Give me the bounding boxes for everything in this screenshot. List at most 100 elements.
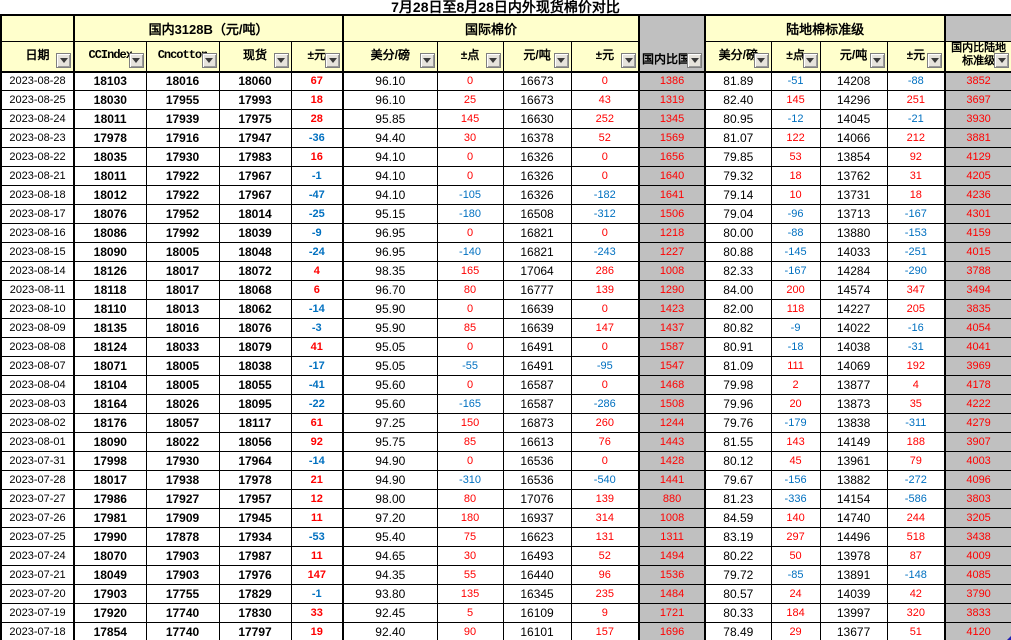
column-header-spot[interactable]: 现货 bbox=[218, 40, 292, 73]
cell-intl-chg[interactable]: 0 bbox=[570, 337, 641, 357]
cell-intl-cny[interactable]: 16821 bbox=[502, 223, 572, 243]
cell-cncotton[interactable]: 17903 bbox=[145, 565, 220, 585]
cell-spot-chg[interactable]: -22 bbox=[290, 394, 345, 414]
cell-upland-chg[interactable]: 42 bbox=[886, 584, 947, 604]
cell-intl-pts[interactable]: 25 bbox=[436, 90, 504, 110]
cell-intl-chg[interactable]: 0 bbox=[570, 166, 641, 186]
cell-upland-chg[interactable]: -31 bbox=[886, 337, 947, 357]
cell-date[interactable]: 2023-08-14 bbox=[0, 261, 75, 281]
cell-upland-cny[interactable]: 14296 bbox=[819, 90, 888, 110]
cell-ratio-intl[interactable]: 1494 bbox=[638, 546, 707, 566]
cell-intl-pts[interactable]: 30 bbox=[436, 128, 504, 148]
filter-dropdown-icon[interactable] bbox=[273, 52, 289, 68]
cell-ccindex[interactable]: 17986 bbox=[73, 489, 147, 509]
cell-intl-pts[interactable]: 75 bbox=[436, 527, 504, 547]
cell-intl-pts[interactable]: 0 bbox=[436, 375, 504, 395]
column-header-intl-pts[interactable]: ±点 bbox=[436, 40, 504, 73]
cell-upland-pts[interactable]: -336 bbox=[770, 489, 821, 509]
cell-intl-cny[interactable]: 16491 bbox=[502, 356, 572, 376]
cell-date[interactable]: 2023-08-16 bbox=[0, 223, 75, 243]
cell-ratio-intl[interactable]: 1468 bbox=[638, 375, 707, 395]
cell-ccindex[interactable]: 18012 bbox=[73, 185, 147, 205]
cell-upland-cny[interactable]: 13731 bbox=[819, 185, 888, 205]
cell-intl-cents[interactable]: 96.95 bbox=[342, 242, 438, 262]
column-header-upland-cny[interactable]: 元/吨 bbox=[819, 40, 888, 73]
cell-spot-chg[interactable]: 19 bbox=[290, 622, 345, 640]
cell-ratio-upland[interactable]: 4054 bbox=[944, 318, 1011, 338]
cell-spot[interactable]: 18095 bbox=[218, 394, 292, 414]
cell-spot[interactable]: 18068 bbox=[218, 280, 292, 300]
cell-spot[interactable]: 18117 bbox=[218, 413, 292, 433]
cell-upland-pts[interactable]: 143 bbox=[770, 432, 821, 452]
cell-ratio-upland[interactable]: 4009 bbox=[944, 546, 1011, 566]
cell-upland-chg[interactable]: -311 bbox=[886, 413, 947, 433]
cell-cncotton[interactable]: 17952 bbox=[145, 204, 220, 224]
cell-date[interactable]: 2023-07-26 bbox=[0, 508, 75, 528]
cell-upland-cny[interactable]: 14227 bbox=[819, 299, 888, 319]
cell-intl-chg[interactable]: 235 bbox=[570, 584, 641, 604]
cell-intl-pts[interactable]: -180 bbox=[436, 204, 504, 224]
cell-upland-pts[interactable]: 118 bbox=[770, 299, 821, 319]
filter-dropdown-icon[interactable] bbox=[553, 52, 569, 68]
column-header-upland-cents[interactable]: 美分/磅 bbox=[704, 40, 772, 73]
cell-spot[interactable]: 17797 bbox=[218, 622, 292, 640]
column-header-spot-chg[interactable]: ±元 bbox=[290, 40, 345, 73]
cell-intl-chg[interactable]: -286 bbox=[570, 394, 641, 414]
cell-upland-cents[interactable]: 80.22 bbox=[704, 546, 772, 566]
cell-ratio-intl[interactable]: 1441 bbox=[638, 470, 707, 490]
cell-intl-chg[interactable]: 0 bbox=[570, 223, 641, 243]
cell-ratio-upland[interactable]: 3790 bbox=[944, 584, 1011, 604]
cell-intl-cny[interactable]: 16109 bbox=[502, 603, 572, 623]
cell-intl-chg[interactable]: 76 bbox=[570, 432, 641, 452]
cell-intl-cny[interactable]: 16493 bbox=[502, 546, 572, 566]
cell-spot-chg[interactable]: -9 bbox=[290, 223, 345, 243]
cell-ratio-intl[interactable]: 1437 bbox=[638, 318, 707, 338]
cell-upland-pts[interactable]: 122 bbox=[770, 128, 821, 148]
cell-upland-cny[interactable]: 14154 bbox=[819, 489, 888, 509]
cell-ratio-intl[interactable]: 1506 bbox=[638, 204, 707, 224]
cell-upland-pts[interactable]: 2 bbox=[770, 375, 821, 395]
cell-intl-cents[interactable]: 96.70 bbox=[342, 280, 438, 300]
column-header-intl-cents[interactable]: 美分/磅 bbox=[342, 40, 438, 73]
column-header-ratio-upland[interactable]: 国内比陆地标准级 bbox=[944, 40, 1011, 73]
cell-upland-pts[interactable]: 29 bbox=[770, 622, 821, 640]
cell-upland-cny[interactable]: 13880 bbox=[819, 223, 888, 243]
cell-upland-pts[interactable]: 10 bbox=[770, 185, 821, 205]
cell-ratio-intl[interactable]: 1536 bbox=[638, 565, 707, 585]
cell-ratio-intl[interactable]: 1587 bbox=[638, 337, 707, 357]
cell-ratio-upland[interactable]: 4041 bbox=[944, 337, 1011, 357]
cell-intl-cents[interactable]: 94.90 bbox=[342, 470, 438, 490]
cell-intl-cents[interactable]: 95.40 bbox=[342, 527, 438, 547]
cell-upland-pts[interactable]: 50 bbox=[770, 546, 821, 566]
cell-spot[interactable]: 17947 bbox=[218, 128, 292, 148]
cell-intl-cents[interactable]: 95.05 bbox=[342, 337, 438, 357]
cell-ratio-intl[interactable]: 1721 bbox=[638, 603, 707, 623]
cell-upland-chg[interactable]: 35 bbox=[886, 394, 947, 414]
cell-date[interactable]: 2023-07-20 bbox=[0, 584, 75, 604]
cell-date[interactable]: 2023-08-09 bbox=[0, 318, 75, 338]
cell-ccindex[interactable]: 18090 bbox=[73, 432, 147, 452]
cell-intl-cents[interactable]: 94.10 bbox=[342, 166, 438, 186]
cell-upland-cny[interactable]: 13838 bbox=[819, 413, 888, 433]
cell-intl-cents[interactable]: 98.00 bbox=[342, 489, 438, 509]
cell-spot[interactable]: 18048 bbox=[218, 242, 292, 262]
cell-spot-chg[interactable]: 16 bbox=[290, 147, 345, 167]
cell-upland-cents[interactable]: 79.96 bbox=[704, 394, 772, 414]
cell-intl-chg[interactable]: -312 bbox=[570, 204, 641, 224]
cell-ratio-intl[interactable]: 1656 bbox=[638, 147, 707, 167]
cell-upland-cny[interactable]: 14284 bbox=[819, 261, 888, 281]
cell-ratio-upland[interactable]: 3803 bbox=[944, 489, 1011, 509]
cell-ratio-upland[interactable]: 4279 bbox=[944, 413, 1011, 433]
cell-date[interactable]: 2023-07-31 bbox=[0, 451, 75, 471]
cell-spot-chg[interactable]: -17 bbox=[290, 356, 345, 376]
cell-upland-chg[interactable]: -88 bbox=[886, 71, 947, 91]
cell-upland-chg[interactable]: 31 bbox=[886, 166, 947, 186]
cell-upland-cny[interactable]: 13762 bbox=[819, 166, 888, 186]
cell-cncotton[interactable]: 17930 bbox=[145, 147, 220, 167]
cell-upland-pts[interactable]: -12 bbox=[770, 109, 821, 129]
cell-upland-chg[interactable]: 205 bbox=[886, 299, 947, 319]
cell-ratio-intl[interactable]: 1386 bbox=[638, 71, 707, 91]
cell-upland-pts[interactable]: 45 bbox=[770, 451, 821, 471]
cell-upland-cny[interactable]: 13997 bbox=[819, 603, 888, 623]
cell-intl-chg[interactable]: 0 bbox=[570, 71, 641, 91]
